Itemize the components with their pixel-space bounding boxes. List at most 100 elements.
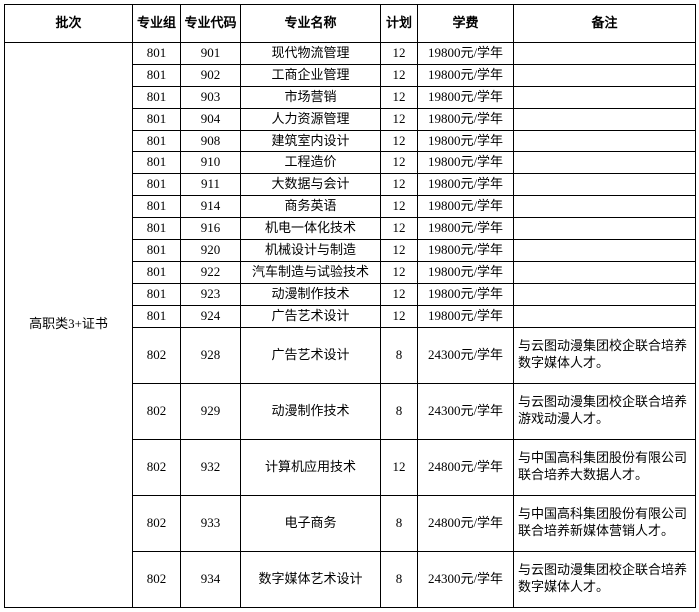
name-cell: 数字媒体艺术设计 [241,551,381,607]
plan-cell: 8 [381,327,418,383]
group-cell: 801 [133,305,181,327]
batch-cell: 高职类3+证书 [5,43,133,608]
name-cell: 商务英语 [241,196,381,218]
group-cell: 801 [133,108,181,130]
plan-cell: 12 [381,305,418,327]
group-cell: 801 [133,64,181,86]
name-cell: 工程造价 [241,152,381,174]
name-cell: 市场营销 [241,86,381,108]
fee-cell: 19800元/学年 [418,64,514,86]
fee-cell: 19800元/学年 [418,305,514,327]
plan-cell: 12 [381,64,418,86]
code-cell: 929 [181,383,241,439]
name-cell: 动漫制作技术 [241,283,381,305]
fee-cell: 19800元/学年 [418,130,514,152]
code-cell: 924 [181,305,241,327]
group-cell: 801 [133,283,181,305]
remark-cell [514,64,696,86]
code-cell: 910 [181,152,241,174]
plan-cell: 12 [381,174,418,196]
remark-cell: 与云图动漫集团校企联合培养数字媒体人才。 [514,551,696,607]
code-cell: 914 [181,196,241,218]
remark-cell [514,86,696,108]
name-cell: 工商企业管理 [241,64,381,86]
code-cell: 934 [181,551,241,607]
group-cell: 801 [133,240,181,262]
remark-cell [514,218,696,240]
header-code: 专业代码 [181,5,241,43]
fee-cell: 24800元/学年 [418,439,514,495]
plan-cell: 8 [381,551,418,607]
name-cell: 机械设计与制造 [241,240,381,262]
remark-cell [514,283,696,305]
header-group: 专业组 [133,5,181,43]
group-cell: 801 [133,196,181,218]
header-row: 批次 专业组 专业代码 专业名称 计划 学费 备注 [5,5,696,43]
remark-cell [514,305,696,327]
fee-cell: 24300元/学年 [418,551,514,607]
table-body: 高职类3+证书801901现代物流管理1219800元/学年801902工商企业… [5,43,696,608]
name-cell: 广告艺术设计 [241,327,381,383]
code-cell: 903 [181,86,241,108]
code-cell: 904 [181,108,241,130]
remark-cell [514,240,696,262]
group-cell: 801 [133,174,181,196]
name-cell: 电子商务 [241,495,381,551]
header-fee: 学费 [418,5,514,43]
group-cell: 802 [133,439,181,495]
code-cell: 933 [181,495,241,551]
code-cell: 908 [181,130,241,152]
name-cell: 现代物流管理 [241,43,381,65]
plan-cell: 12 [381,196,418,218]
group-cell: 801 [133,43,181,65]
group-cell: 801 [133,86,181,108]
header-name: 专业名称 [241,5,381,43]
remark-cell: 与中国高科集团股份有限公司联合培养大数据人才。 [514,439,696,495]
code-cell: 920 [181,240,241,262]
plan-cell: 12 [381,152,418,174]
remark-cell [514,196,696,218]
header-plan: 计划 [381,5,418,43]
remark-cell: 与云图动漫集团校企联合培养游戏动漫人才。 [514,383,696,439]
remark-cell [514,174,696,196]
remark-cell [514,152,696,174]
plan-cell: 12 [381,108,418,130]
plan-cell: 12 [381,261,418,283]
code-cell: 932 [181,439,241,495]
fee-cell: 19800元/学年 [418,218,514,240]
code-cell: 902 [181,64,241,86]
name-cell: 大数据与会计 [241,174,381,196]
name-cell: 机电一体化技术 [241,218,381,240]
remark-cell: 与云图动漫集团校企联合培养数字媒体人才。 [514,327,696,383]
plan-cell: 12 [381,43,418,65]
group-cell: 801 [133,261,181,283]
enrollment-table: 批次 专业组 专业代码 专业名称 计划 学费 备注 高职类3+证书801901现… [4,4,696,608]
fee-cell: 19800元/学年 [418,152,514,174]
plan-cell: 12 [381,130,418,152]
group-cell: 801 [133,218,181,240]
name-cell: 人力资源管理 [241,108,381,130]
remark-cell: 与中国高科集团股份有限公司联合培养新媒体营销人才。 [514,495,696,551]
plan-cell: 12 [381,283,418,305]
code-cell: 916 [181,218,241,240]
remark-cell [514,43,696,65]
plan-cell: 8 [381,383,418,439]
plan-cell: 12 [381,86,418,108]
group-cell: 801 [133,152,181,174]
plan-cell: 8 [381,495,418,551]
name-cell: 汽车制造与试验技术 [241,261,381,283]
group-cell: 801 [133,130,181,152]
code-cell: 928 [181,327,241,383]
group-cell: 802 [133,551,181,607]
fee-cell: 24300元/学年 [418,327,514,383]
code-cell: 923 [181,283,241,305]
fee-cell: 24300元/学年 [418,383,514,439]
fee-cell: 19800元/学年 [418,261,514,283]
group-cell: 802 [133,327,181,383]
name-cell: 动漫制作技术 [241,383,381,439]
code-cell: 922 [181,261,241,283]
group-cell: 802 [133,383,181,439]
fee-cell: 19800元/学年 [418,174,514,196]
name-cell: 建筑室内设计 [241,130,381,152]
fee-cell: 19800元/学年 [418,283,514,305]
